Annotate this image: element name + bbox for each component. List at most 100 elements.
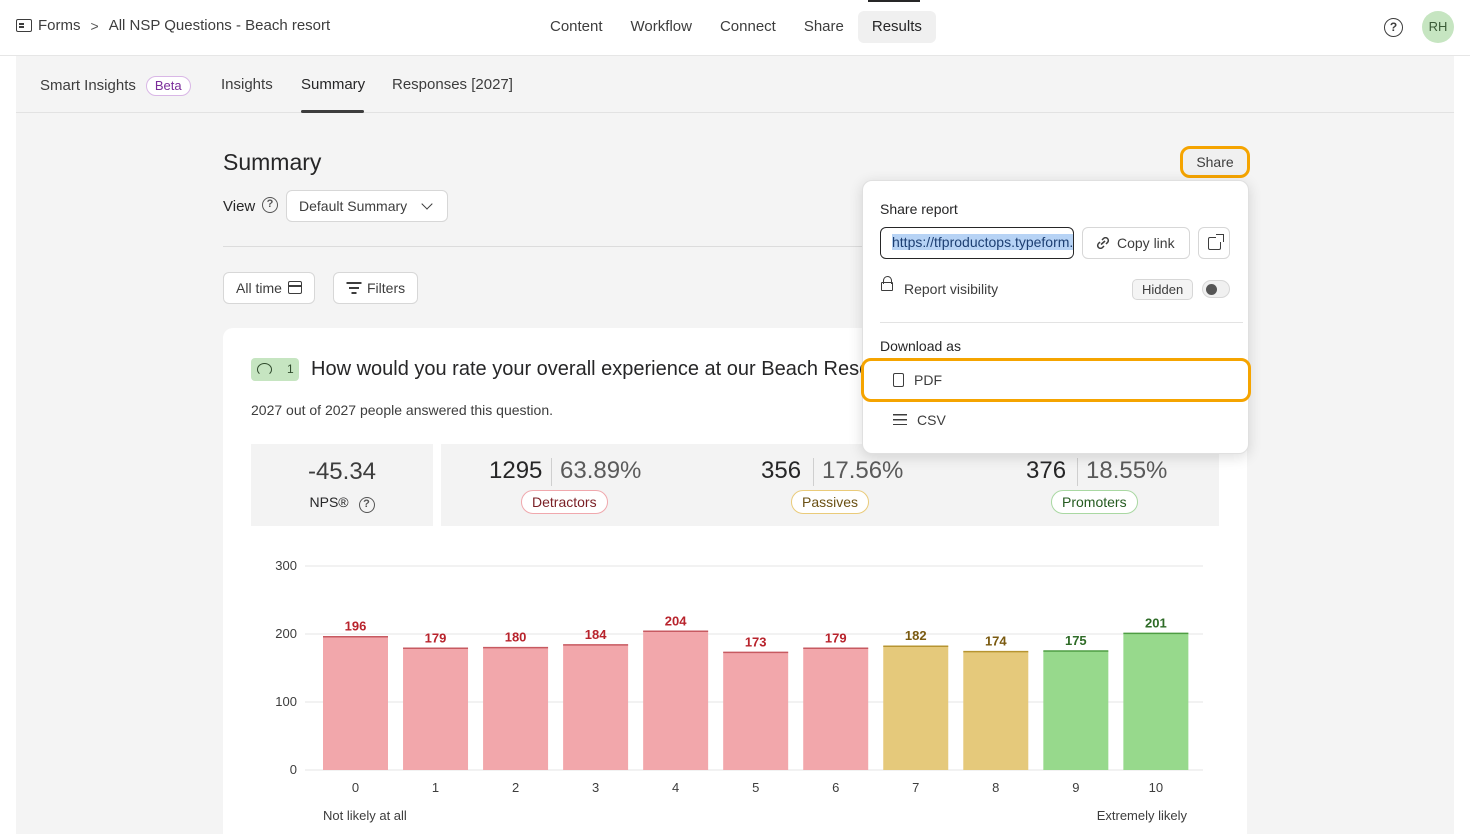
promoters-stat: 376 18.55% Promoters [961, 444, 1221, 526]
view-help-icon[interactable]: ? [262, 197, 278, 213]
bar-value-label: 173 [745, 634, 767, 649]
question-number-badge: 1 [251, 358, 299, 381]
bar [1043, 651, 1109, 770]
bar-value-label: 180 [505, 630, 527, 645]
bar-value-label: 196 [345, 619, 367, 634]
download-csv-option[interactable]: CSV [893, 412, 946, 428]
bar [963, 651, 1029, 770]
x-tick-label: 2 [512, 780, 519, 795]
bar-value-label: 182 [905, 628, 927, 643]
filters-label: Filters [367, 280, 406, 296]
nps-label: NPS® ? [251, 494, 433, 513]
passives-count: 356 [761, 457, 802, 484]
share-url-text: https://tfproductops.typeform.com [892, 234, 1073, 250]
download-pdf-option[interactable]: PDF [893, 372, 942, 388]
x-tick-label: 10 [1149, 780, 1163, 795]
tab-smart-insights-label: Smart Insights [40, 76, 136, 94]
open-report-button[interactable] [1198, 227, 1230, 259]
report-visibility-toggle[interactable] [1202, 280, 1230, 298]
view-dropdown[interactable]: Default Summary [286, 190, 448, 222]
page-title: Summary [223, 149, 322, 175]
stat-divider [551, 458, 552, 486]
y-tick-label: 0 [290, 762, 297, 777]
share-url-field[interactable]: https://tfproductops.typeform.com [880, 227, 1074, 259]
detractors-percent: 63.89% [560, 457, 642, 484]
nav-workflow[interactable]: Workflow [630, 18, 692, 35]
detractors-count: 1295 [489, 457, 543, 484]
x-tick-label: 0 [352, 780, 359, 795]
nps-bar-chart: 0 100 200 300 196 0 179 1 180 2 184 3 204 4 173 5 179 6 18… [275, 558, 1203, 823]
x-axis-right-label: Extremely likely [1097, 808, 1188, 823]
bar [563, 644, 629, 770]
x-tick-label: 9 [1072, 780, 1079, 795]
calendar-icon [287, 281, 302, 294]
divider [880, 322, 1243, 323]
breadcrumb-form-title[interactable]: All NSP Questions - Beach resort [108, 17, 331, 34]
nps-score-box: -45.34 NPS® ? [251, 444, 433, 526]
stat-divider [813, 458, 814, 486]
help-icon[interactable]: ? [1384, 18, 1403, 37]
filters-button[interactable]: Filters [333, 272, 419, 304]
breadcrumb: Forms > All NSP Questions - Beach resort [16, 17, 330, 34]
divider [223, 246, 863, 247]
tab-smart-insights[interactable]: Smart Insights Beta [40, 76, 191, 96]
nps-gauge-icon [257, 363, 272, 376]
results-subtabs: Smart Insights Beta Insights Summary Resp… [16, 56, 1454, 113]
copy-link-label: Copy link [1117, 235, 1175, 251]
y-tick-label: 200 [275, 626, 297, 641]
detractors-stat: 1295 63.89% Detractors [441, 444, 701, 526]
date-range-button[interactable]: All time [223, 272, 315, 304]
bar-value-label: 179 [425, 630, 447, 645]
bar [403, 648, 469, 770]
tab-responses[interactable]: Responses [2027] [392, 76, 513, 93]
tab-insights[interactable]: Insights [221, 76, 273, 93]
pdf-highlight-outline [861, 358, 1251, 402]
lock-icon [881, 276, 893, 291]
main-nav-active-indicator [868, 0, 920, 2]
bar [1123, 633, 1189, 770]
filter-icon [346, 282, 361, 294]
y-tick-label: 300 [275, 558, 297, 573]
share-report-popover: Share report https://tfproductops.typefo… [862, 180, 1249, 454]
nps-label-text: NPS® [309, 494, 349, 510]
table-icon [893, 414, 907, 425]
forms-icon [16, 19, 32, 32]
beta-badge: Beta [145, 76, 191, 96]
bar [803, 648, 869, 770]
nav-share[interactable]: Share [803, 18, 844, 35]
csv-label: CSV [917, 412, 946, 428]
bar-value-label: 204 [665, 613, 687, 628]
bar [323, 636, 388, 770]
nps-score: -45.34 [307, 458, 377, 485]
bar [883, 646, 949, 770]
nav-results[interactable]: Results [857, 11, 936, 43]
y-tick-label: 100 [275, 694, 297, 709]
date-range-label: All time [236, 280, 282, 296]
nav-content[interactable]: Content [550, 18, 603, 35]
copy-link-button[interactable]: Copy link [1082, 227, 1190, 259]
x-tick-label: 4 [672, 780, 679, 795]
nav-connect[interactable]: Connect [719, 18, 776, 35]
nps-help-icon[interactable]: ? [358, 497, 375, 513]
top-bar: Forms > All NSP Questions - Beach resort… [0, 0, 1470, 56]
x-tick-label: 1 [432, 780, 439, 795]
avatar[interactable]: RH [1422, 11, 1454, 43]
link-icon [1096, 237, 1110, 249]
stat-divider [1077, 458, 1078, 486]
report-visibility-label: Report visibility [904, 281, 999, 297]
breadcrumb-forms-link[interactable]: Forms [38, 17, 81, 34]
bar-value-label: 179 [825, 630, 847, 645]
tab-active-indicator [301, 110, 364, 113]
download-as-title: Download as [880, 338, 961, 354]
bar [723, 652, 789, 770]
pdf-label: PDF [914, 372, 942, 388]
x-tick-label: 3 [592, 780, 599, 795]
detractors-badge: Detractors [521, 490, 608, 514]
answered-count: 2027 out of 2027 people answered this qu… [251, 402, 554, 418]
share-button[interactable]: Share [1180, 146, 1250, 178]
question-number: 1 [287, 362, 294, 376]
tab-summary[interactable]: Summary [301, 76, 366, 93]
x-tick-label: 6 [832, 780, 839, 795]
nps-breakdown: 1295 63.89% Detractors 356 17.56% Passiv… [441, 444, 1219, 526]
bar [483, 647, 549, 770]
